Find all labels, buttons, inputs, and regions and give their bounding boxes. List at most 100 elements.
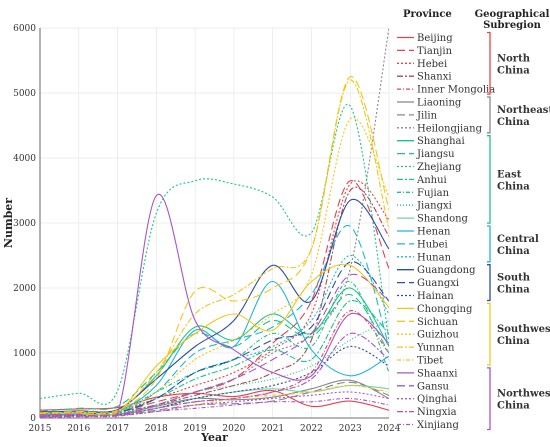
x-tick-label: 2017 <box>106 424 129 434</box>
region-bracket <box>487 302 491 366</box>
region-label: Northwest <box>497 389 550 400</box>
region-label: Central <box>497 234 539 245</box>
y-tick-label: 0 <box>30 414 36 424</box>
region-bracket <box>487 31 491 95</box>
series-lines <box>40 28 389 418</box>
legend-label: Hubei <box>417 239 448 250</box>
legend-label: Gansu <box>417 381 450 392</box>
legend-label: Henan <box>417 227 451 238</box>
legend-label: Liaoning <box>417 98 462 109</box>
x-tick-label: 2024 <box>378 424 401 434</box>
y-tick-label: 2000 <box>13 284 36 294</box>
legend-label: Chongqing <box>417 304 473 315</box>
series-line-jilin <box>40 381 389 418</box>
legend-label: Zhejiang <box>417 162 462 173</box>
legend-label: Beijing <box>417 33 453 44</box>
series-line-guizhou <box>40 117 389 415</box>
series-line-liaoning <box>40 379 389 417</box>
legend-label: Xinjiang <box>417 420 459 431</box>
region-label: East <box>497 169 522 180</box>
series-line-tianjin <box>40 180 389 415</box>
x-tick-label: 2023 <box>339 424 362 434</box>
series-line-qinghai <box>40 391 389 418</box>
region-header-line2: Subregion <box>483 20 542 31</box>
series-line-jiangsu <box>40 293 389 413</box>
legend-label: Shandong <box>417 214 469 225</box>
series-line-fujian <box>40 280 389 415</box>
series-line-gansu <box>40 273 389 417</box>
region-label: China <box>497 65 530 76</box>
series-line-yunnan <box>40 79 389 415</box>
legend-label: Shanxi <box>417 72 452 83</box>
region-label: China <box>497 401 530 412</box>
legend-label: Inner Mongolia <box>417 85 495 96</box>
legend-label: Jilin <box>416 110 438 121</box>
y-tick-label: 5000 <box>13 89 36 99</box>
series-line-anhui <box>40 300 389 416</box>
series-line-inner-mongolia <box>40 310 389 416</box>
region-label: North <box>497 53 531 64</box>
axes: 0 1000 2000 3000 4000 5000 6000 2015 2016 2017 201… <box>2 24 401 444</box>
legend-label: Hunan <box>417 252 452 263</box>
region-header: Geographical <box>475 9 550 20</box>
legend-label: Sichuan <box>417 317 458 328</box>
x-tick-label: 2015 <box>29 424 52 434</box>
region-label: China <box>497 336 530 347</box>
legend-label: Tibet <box>417 356 443 367</box>
series-line-xinjiang <box>40 397 389 418</box>
region-legend: NorthChinaNortheastChinaEastChinaCentral… <box>487 31 550 431</box>
legend-header: Province <box>403 9 452 20</box>
series-line-zhejiang <box>40 103 389 405</box>
x-tick-label: 2018 <box>145 424 168 434</box>
legend-label: Hebei <box>417 59 447 70</box>
region-bracket <box>487 135 491 224</box>
y-tick-label: 6000 <box>13 24 36 34</box>
legend-label: Ningxia <box>417 407 457 418</box>
legend-label: Guangdong <box>417 265 476 276</box>
legend-label: Shanghai <box>417 136 465 147</box>
x-axis-title: Year <box>200 431 228 444</box>
series-line-beijing <box>40 389 389 411</box>
series-line-hebei <box>40 180 389 414</box>
y-tick-label: 3000 <box>13 219 36 229</box>
region-label: China <box>497 117 530 128</box>
legend-label: Heilongjiang <box>417 123 483 134</box>
region-label: Northeast <box>497 105 550 116</box>
region-label: China <box>497 181 530 192</box>
series-line-sichuan <box>40 76 389 414</box>
legend-label: Hainan <box>417 291 454 302</box>
y-axis-title: Number <box>2 198 15 248</box>
x-tick-label: 2019 <box>184 424 207 434</box>
series-line-shanxi <box>40 186 389 414</box>
series-line-henan <box>40 280 389 414</box>
legend-label: Guangxi <box>417 278 459 289</box>
legend-label: Jiangxi <box>416 201 452 212</box>
x-tick-label: 2021 <box>261 424 284 434</box>
series-line-hainan <box>40 345 389 417</box>
y-tick-label: 4000 <box>13 154 36 164</box>
series-line-guangxi <box>40 261 389 416</box>
region-label: China <box>497 285 530 296</box>
region-bracket <box>487 264 491 302</box>
legend-label: Guizhou <box>417 330 459 341</box>
series-line-chongqing <box>40 263 389 417</box>
legend-label: Qinghai <box>417 394 457 405</box>
region-bracket <box>487 96 491 134</box>
region-label: China <box>497 246 530 257</box>
region-label: Southwest <box>497 324 550 335</box>
region-bracket <box>487 225 491 263</box>
x-tick-label: 2020 <box>222 424 245 434</box>
region-label: South <box>497 273 531 284</box>
legend-label: Anhui <box>416 175 447 186</box>
legend-label: Tianjin <box>417 46 453 57</box>
x-tick-label: 2016 <box>67 424 90 434</box>
series-line-hubei <box>40 225 389 415</box>
legend-label: Fujian <box>417 188 450 199</box>
legend-label: Shaanxi <box>417 368 458 379</box>
series-line-guangdong <box>40 198 389 413</box>
legend-label: Yunnan <box>416 343 455 354</box>
legend-label: Jiangsu <box>416 149 455 160</box>
series-line-shaanxi <box>40 193 389 418</box>
